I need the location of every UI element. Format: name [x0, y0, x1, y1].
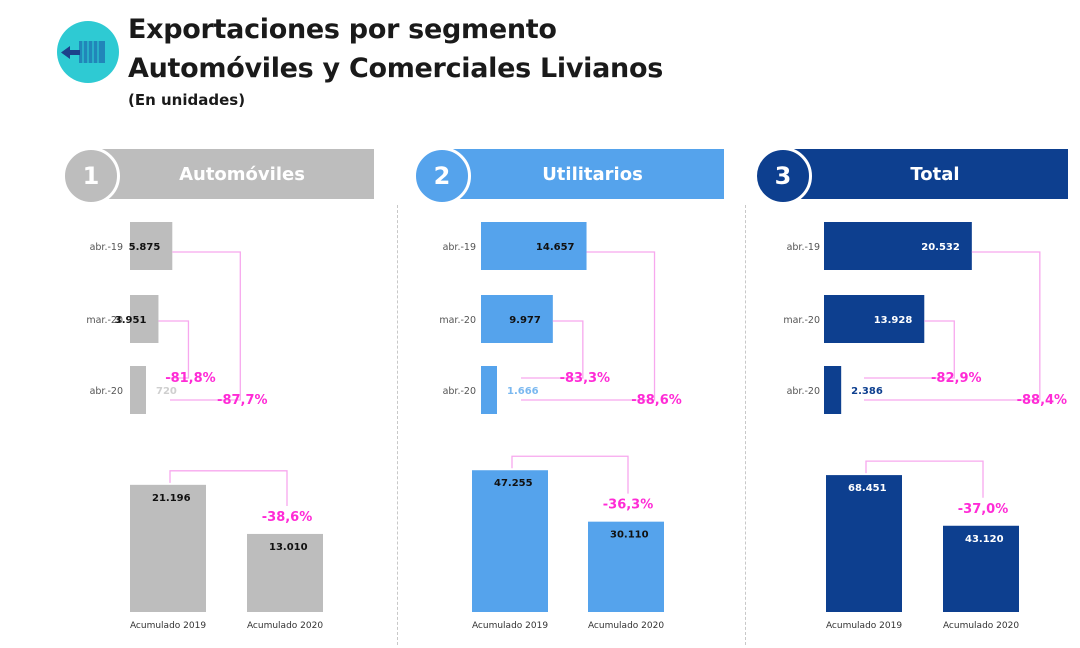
chart-subtitle: (En unidades) [128, 91, 246, 109]
truck-icon [57, 21, 119, 83]
tick-label: abr.-19 [787, 242, 820, 253]
change-label: -38,6% [262, 510, 313, 525]
bar [481, 366, 497, 414]
connector-line [521, 251, 656, 401]
connector-line [865, 460, 984, 498]
panel-header-automoviles: Automóviles 1 [62, 147, 374, 205]
bar [130, 484, 206, 612]
tick-label: abr.-19 [443, 242, 476, 253]
bar [481, 295, 553, 343]
bar [472, 470, 548, 612]
connector-line [864, 320, 955, 379]
bar [588, 521, 664, 612]
bar [130, 366, 146, 414]
bar [130, 222, 173, 270]
data-label: 21.196 [152, 493, 191, 504]
panel-header-utilitarios: Utilitarios 2 [413, 147, 724, 205]
bar [247, 533, 323, 612]
change-label: -87,7% [217, 393, 268, 408]
change-label: -81,8% [165, 371, 216, 386]
tick-label: mar.-20 [86, 315, 123, 326]
panel-number-badge: 1 [62, 147, 120, 205]
change-label: -37,0% [958, 502, 1009, 517]
panel-number-badge: 3 [754, 147, 812, 205]
tick-label: mar.-20 [439, 315, 476, 326]
data-label: 2.386 [851, 386, 883, 397]
connector-line [170, 251, 241, 401]
change-label: -36,3% [603, 498, 654, 513]
tick-label: Acumulado 2019 [130, 621, 206, 631]
bar [824, 295, 925, 343]
bar [481, 222, 587, 270]
data-label: 9.977 [509, 315, 541, 326]
panel-number-badge: 2 [413, 147, 471, 205]
data-label: 13.928 [874, 315, 913, 326]
tick-label: Acumulado 2019 [472, 621, 548, 631]
tick-label: abr.-20 [443, 386, 476, 397]
data-label: 14.657 [536, 242, 575, 253]
tick-label: Acumulado 2020 [247, 621, 323, 631]
change-label: -82,9% [931, 371, 982, 386]
tick-label: Acumulado 2020 [588, 621, 664, 631]
connector-line [864, 251, 1041, 401]
connector-line [511, 455, 629, 494]
data-label: 47.255 [494, 478, 533, 489]
panel-divider [397, 205, 398, 645]
panel-label: Automóviles [179, 163, 305, 185]
connector-line [521, 320, 584, 379]
bar [130, 295, 159, 343]
data-label: 20.532 [921, 242, 960, 253]
tick-label: Acumulado 2020 [943, 621, 1019, 631]
bar [824, 366, 842, 414]
bar [824, 222, 972, 270]
bar [826, 475, 902, 612]
data-label: 3.951 [115, 315, 147, 326]
chart-title-line-2: Automóviles y Comerciales Livianos [128, 53, 663, 84]
data-label: 5.875 [129, 242, 161, 253]
data-label: 720 [156, 386, 177, 397]
panel-divider [745, 205, 746, 645]
tick-label: abr.-19 [90, 242, 123, 253]
panel-header-total: Total 3 [754, 147, 1068, 205]
data-label: 43.120 [965, 534, 1004, 545]
change-label: -83,3% [560, 371, 611, 386]
data-label: 1.666 [507, 386, 539, 397]
data-label: 30.110 [610, 530, 649, 541]
tick-label: Acumulado 2019 [826, 621, 902, 631]
panel-label: Total [910, 163, 960, 185]
tick-label: mar.-20 [783, 315, 820, 326]
change-label: -88,6% [631, 393, 682, 408]
data-label: 68.451 [848, 483, 887, 494]
tick-label: abr.-20 [90, 386, 123, 397]
panel-label: Utilitarios [542, 163, 643, 185]
data-label: 13.010 [269, 542, 308, 553]
panel-band: Automóviles [92, 149, 374, 199]
connector-line [158, 320, 190, 379]
chart-title: Exportaciones por segmento [128, 14, 557, 45]
tick-label: abr.-20 [787, 386, 820, 397]
change-label: -88,4% [1017, 393, 1068, 408]
bar [943, 525, 1019, 612]
connector-line [169, 470, 288, 506]
panel-band: Utilitarios [443, 149, 724, 199]
panel-band: Total [784, 149, 1068, 199]
